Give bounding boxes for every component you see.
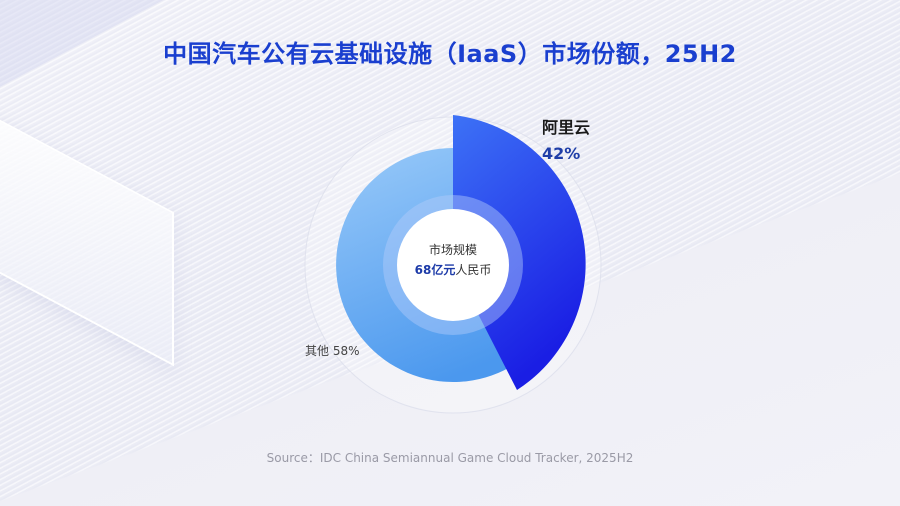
center-annotation: 市场规模 68亿元人民币 bbox=[398, 240, 508, 280]
label-aliyun-name: 阿里云 bbox=[542, 118, 591, 137]
slice-aliyun[interactable] bbox=[453, 115, 586, 390]
center-value: 68亿元 bbox=[414, 263, 456, 277]
source-note: Source：IDC China Semiannual Game Cloud T… bbox=[266, 451, 634, 465]
chart-title: 中国汽车公有云基础设施（IaaS）市场份额，25H2 bbox=[163, 40, 737, 68]
label-other: 其他 58% bbox=[305, 344, 360, 358]
center-unit: 人民币 bbox=[455, 263, 492, 277]
center-value-line: 68亿元人民币 bbox=[398, 260, 508, 280]
center-hole bbox=[397, 209, 509, 321]
center-label: 市场规模 bbox=[428, 243, 477, 257]
label-aliyun-percent: 42% bbox=[542, 144, 581, 163]
